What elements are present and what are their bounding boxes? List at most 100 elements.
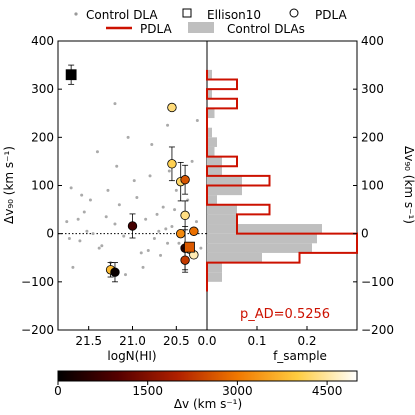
control-histogram-bar (207, 272, 222, 282)
histogram-y-tick-label: 0 (361, 227, 369, 241)
legend: Control DLA Ellison10 PDLA PDLA Control … (74, 8, 347, 36)
control-dla-point (170, 224, 174, 228)
scatter-y-tick-label: 0 (46, 227, 54, 241)
histogram-y-tick-label: 200 (361, 130, 384, 144)
histogram-x-tick-label: 0.2 (297, 334, 316, 348)
colorbar-label: Δv (km s⁻¹) (174, 397, 242, 411)
control-dla-point (126, 135, 130, 139)
control-histogram-bar (207, 214, 237, 225)
control-dla-point (174, 188, 178, 192)
scatter-y-tick-label: 100 (31, 179, 54, 193)
control-dla-point (194, 220, 198, 224)
legend-label-ellison10: Ellison10 (207, 8, 261, 22)
control-dla-point (91, 232, 95, 236)
scatter-x-tick-label: 21.0 (119, 334, 146, 348)
histogram-y-tick-label: 100 (361, 179, 384, 193)
control-dla-point (166, 123, 170, 127)
pdla-histogram-step (206, 69, 358, 292)
control-dla-point (159, 253, 163, 257)
control-dla-point (123, 273, 127, 277)
colorbar-tick-label: 4500 (312, 384, 343, 398)
legend-label-control-dla: Control DLA (86, 8, 158, 22)
control-dla-point (65, 220, 69, 224)
control-dla-point (69, 186, 73, 190)
control-dla-point (190, 159, 194, 163)
legend-marker-control-dlas-hist (188, 22, 214, 33)
histogram-x-tick-label: 0.0 (197, 334, 216, 348)
histogram-annotation: p_AD=0.5256 (240, 307, 330, 322)
control-dla-point (155, 212, 159, 216)
histogram-x-tick-label: 0.1 (247, 334, 266, 348)
histogram-y-tick-label: 400 (361, 34, 384, 48)
colorbar-tick-label: 1500 (132, 384, 163, 398)
scatter-plot-area (57, 40, 208, 331)
histogram-x-axis-label: f_sample (273, 349, 327, 363)
control-dla-point (148, 174, 152, 178)
control-dla-point (67, 236, 71, 240)
colorbar-tick-label: 0 (54, 384, 62, 398)
control-dla-point (97, 246, 101, 250)
control-histogram-bar (207, 204, 237, 215)
control-dla-point (100, 244, 104, 248)
pdla-point (180, 255, 190, 265)
control-dla-point (88, 198, 92, 202)
control-dla-point (166, 241, 170, 245)
histogram-y-axis-label: Δv₉₀ (km s⁻¹) (402, 146, 415, 224)
control-dla-point (157, 229, 161, 233)
histogram-y-tick-label: −200 (361, 323, 394, 337)
histogram-y-tick-label: 300 (361, 82, 384, 96)
control-histogram-bar (207, 146, 215, 157)
control-dla-point (82, 210, 86, 214)
control-dla-point (122, 234, 126, 238)
control-histogram-bar (207, 156, 222, 167)
control-dla-point (199, 246, 203, 250)
control-dla-point (76, 217, 80, 221)
control-dla-point (177, 241, 181, 245)
control-dla-point (113, 222, 117, 226)
control-dla-point (195, 118, 199, 122)
scatter-y-tick-label: −100 (21, 275, 54, 289)
colorbar: 0 1500 3000 4500 Δv (km s⁻¹) (54, 370, 358, 411)
control-dla-point (152, 236, 156, 240)
control-histogram-bar (207, 166, 222, 176)
legend-marker-control-dla (74, 12, 78, 16)
colorbar-tick-label: 3000 (222, 384, 253, 398)
control-dla-point (71, 265, 75, 269)
pdla-point (176, 228, 186, 239)
scatter-y-axis-label: Δv₉₀ (km s⁻¹) (2, 146, 16, 224)
control-histogram-bar (207, 127, 212, 138)
control-histogram-bar (207, 195, 217, 205)
control-dla-point (141, 265, 145, 269)
ellison10-point (184, 241, 195, 253)
pdla-point (167, 159, 177, 169)
control-dla-point (80, 193, 84, 197)
control-dla-point (115, 164, 119, 168)
control-dla-point (132, 179, 136, 183)
ellison10-point (65, 69, 77, 81)
control-dla-point (164, 227, 168, 231)
colorbar-gradient (57, 370, 358, 382)
legend-label-pdla-hist: PDLA (140, 22, 172, 36)
control-histogram-bar (207, 185, 242, 196)
legend-marker-pdla (289, 8, 299, 18)
control-histogram-bar (207, 233, 317, 244)
control-histogram-bar (207, 89, 212, 99)
control-dla-point (78, 239, 82, 243)
control-dla-point (150, 143, 154, 147)
control-histogram-bar (207, 175, 242, 186)
pdla-point (127, 221, 138, 231)
scatter-y-tick-label: −200 (21, 323, 54, 337)
scatter-x-axis-label: logN(HI) (107, 349, 156, 363)
control-histogram-bar (207, 224, 322, 234)
legend-label-pdla: PDLA (315, 8, 347, 22)
control-dla-point (117, 203, 121, 207)
pdla-point (180, 175, 190, 185)
control-dla-point (139, 251, 143, 255)
control-histogram-bar (207, 252, 262, 263)
control-histogram-bar (207, 262, 222, 273)
control-dla-point (161, 205, 165, 209)
control-dla-point (146, 249, 150, 253)
scatter-x-tick-label: 20.5 (163, 334, 190, 348)
scatter-panel: −200 −100 0 100 200 300 400 20.5 21.0 21.5 logN(H… (2, 34, 208, 363)
